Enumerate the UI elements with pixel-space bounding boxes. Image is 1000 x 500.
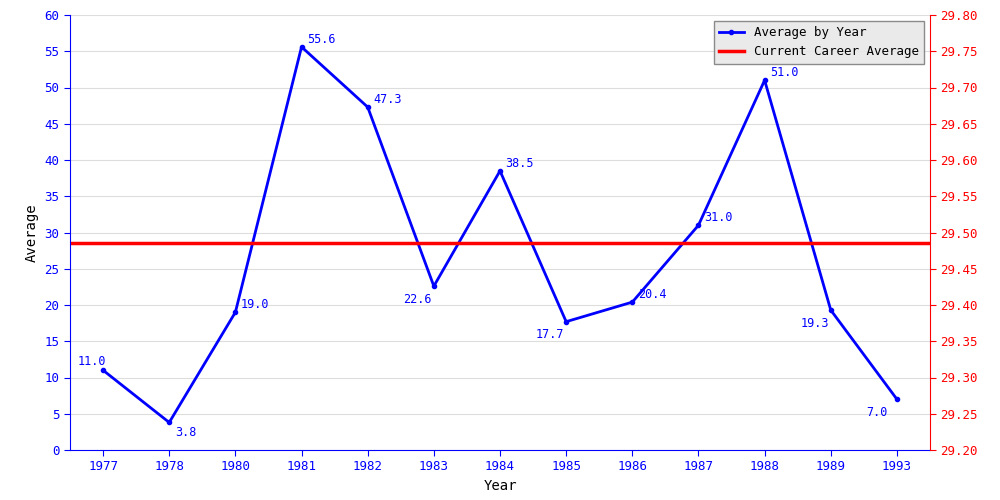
Average by Year [560, 318, 572, 324]
Text: 38.5: 38.5 [506, 156, 534, 170]
Average by Year [692, 222, 704, 228]
Average by Year [494, 168, 506, 174]
Average by Year [97, 367, 109, 373]
Average by Year [891, 396, 903, 402]
Text: 7.0: 7.0 [866, 406, 888, 419]
Text: 31.0: 31.0 [704, 211, 733, 224]
X-axis label: Year: Year [483, 479, 517, 493]
Text: 3.8: 3.8 [175, 426, 196, 440]
Text: 51.0: 51.0 [770, 66, 799, 79]
Legend: Average by Year, Current Career Average: Average by Year, Current Career Average [714, 21, 924, 63]
Text: 47.3: 47.3 [373, 93, 402, 106]
Average by Year [163, 420, 175, 426]
Average by Year [296, 44, 308, 50]
Current Career Average [97, 240, 109, 246]
Average by Year [759, 77, 771, 83]
Text: 20.4: 20.4 [638, 288, 666, 301]
Average by Year [825, 307, 837, 313]
Average by Year [229, 309, 241, 316]
Y-axis label: Average: Average [25, 203, 39, 262]
Average by Year [428, 283, 440, 289]
Text: 19.0: 19.0 [241, 298, 269, 311]
Text: 11.0: 11.0 [78, 354, 107, 368]
Text: 19.3: 19.3 [800, 316, 829, 330]
Text: 55.6: 55.6 [307, 32, 336, 46]
Text: 17.7: 17.7 [536, 328, 564, 342]
Line: Average by Year: Average by Year [101, 45, 899, 424]
Average by Year [362, 104, 374, 110]
Average by Year [626, 299, 638, 305]
Text: 22.6: 22.6 [403, 293, 432, 306]
Current Career Average [163, 240, 175, 246]
